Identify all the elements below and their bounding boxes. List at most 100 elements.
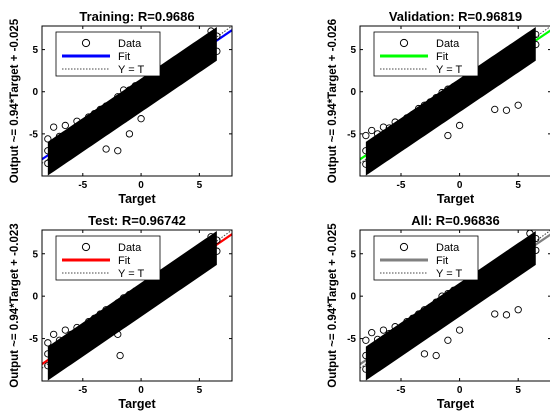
data-point xyxy=(403,337,411,345)
data-point xyxy=(479,67,487,75)
data-point xyxy=(450,286,458,294)
legend-entry-label: Fit xyxy=(118,51,130,63)
data-point xyxy=(444,311,452,319)
legend-entry-label: Y = T xyxy=(436,64,462,76)
data-point xyxy=(532,40,540,49)
data-point xyxy=(207,241,215,249)
data-point xyxy=(502,311,511,319)
data-point xyxy=(119,313,128,322)
data-point xyxy=(178,66,186,74)
data-point xyxy=(119,109,128,118)
legend-data-marker xyxy=(81,242,91,252)
data-point xyxy=(96,310,104,318)
data-point xyxy=(79,324,87,333)
y-tick-label: 5 xyxy=(350,249,356,260)
data-point xyxy=(432,298,440,306)
data-point xyxy=(438,314,446,322)
data-point xyxy=(114,330,122,338)
x-tick-label: 5 xyxy=(197,385,203,396)
data-point xyxy=(84,133,93,141)
data-point xyxy=(409,110,417,119)
data-point xyxy=(379,348,388,356)
data-point xyxy=(125,130,134,138)
data-point xyxy=(131,303,139,311)
plot-content xyxy=(360,26,550,176)
data-point xyxy=(137,299,145,307)
data-point xyxy=(373,130,382,138)
data-point xyxy=(403,114,411,122)
data-point xyxy=(137,115,145,123)
x-tick-label: 0 xyxy=(138,180,144,191)
data-point xyxy=(143,280,151,288)
data-point xyxy=(485,75,493,83)
data-point xyxy=(379,326,388,334)
data-point xyxy=(116,351,124,360)
data-point xyxy=(108,304,116,312)
data-point xyxy=(143,93,151,101)
data-point xyxy=(131,287,139,295)
data-point xyxy=(526,250,534,258)
y-axis-label: Output ~= 0.94*Target + -0.026 xyxy=(327,19,339,183)
data-point xyxy=(450,99,458,108)
y-tick-label: 0 xyxy=(32,87,38,98)
data-point xyxy=(420,350,429,358)
data-point xyxy=(414,310,423,318)
data-point xyxy=(420,306,429,314)
data-point xyxy=(496,66,505,74)
y-axis-label: Output ~= 0.94*Target + -0.025 xyxy=(9,18,21,183)
axes-box xyxy=(41,229,233,382)
data-point xyxy=(207,37,215,45)
data-point xyxy=(172,275,180,283)
data-point xyxy=(90,109,99,118)
data-point xyxy=(426,118,434,126)
data-point xyxy=(114,299,122,307)
data-point xyxy=(379,123,388,131)
data-point xyxy=(114,318,122,327)
data-point xyxy=(67,330,75,338)
data-point xyxy=(362,131,370,140)
x-tick-label: 0 xyxy=(457,385,463,396)
data-point xyxy=(491,275,499,283)
data-point xyxy=(160,66,169,74)
data-point xyxy=(84,335,93,344)
data-point xyxy=(90,130,99,138)
chart-panel-1: -5 0 5 -5 0 5 Validation: R=0.96819 Target Outpu… xyxy=(327,9,550,206)
data-point xyxy=(67,148,75,157)
data-point xyxy=(178,54,186,62)
data-point xyxy=(114,147,122,155)
data-point xyxy=(485,267,493,275)
data-point xyxy=(444,131,452,140)
data-point xyxy=(491,310,499,318)
data-point xyxy=(73,323,81,332)
data-point xyxy=(473,83,481,92)
data-point xyxy=(154,287,163,295)
y-tick-label: 5 xyxy=(32,45,38,56)
data-point xyxy=(166,76,174,84)
data-point xyxy=(385,329,393,338)
data-point xyxy=(532,234,540,243)
plot-content xyxy=(360,230,550,381)
data-point xyxy=(84,113,93,121)
data-point xyxy=(502,106,511,114)
data-point xyxy=(385,351,393,360)
data-point xyxy=(438,109,446,118)
data-point xyxy=(61,345,69,353)
x-axis-label: Target xyxy=(437,397,475,411)
data-point xyxy=(485,62,493,71)
data-point xyxy=(385,124,393,132)
data-point xyxy=(444,336,452,344)
data-point xyxy=(50,123,58,131)
data-point xyxy=(172,262,180,271)
data-point xyxy=(213,47,221,55)
data-point xyxy=(119,294,128,302)
data-point xyxy=(397,347,405,355)
data-point xyxy=(61,121,69,130)
data-point xyxy=(432,319,440,327)
data-point xyxy=(44,147,52,155)
data-point xyxy=(50,142,58,151)
data-point xyxy=(403,131,411,140)
data-point xyxy=(125,106,134,114)
legend-data-marker xyxy=(399,242,409,252)
